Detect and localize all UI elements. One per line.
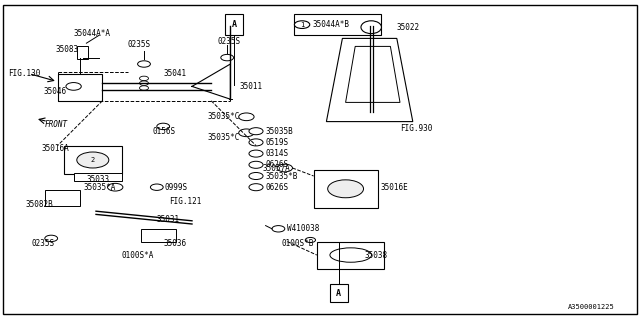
Text: 0999S: 0999S (164, 183, 188, 192)
Text: 0314S: 0314S (266, 149, 289, 158)
Bar (317, 242, 384, 269)
Text: A3500001225: A3500001225 (568, 304, 614, 310)
Text: 35035*C: 35035*C (208, 133, 241, 142)
Text: A: A (232, 20, 237, 29)
Circle shape (277, 164, 292, 172)
Circle shape (249, 139, 263, 146)
Text: 35044A*B: 35044A*B (312, 20, 349, 29)
Text: 35038: 35038 (365, 252, 388, 260)
Ellipse shape (330, 248, 372, 262)
Bar (314, 170, 378, 208)
Circle shape (221, 54, 234, 61)
Circle shape (249, 150, 263, 157)
Circle shape (77, 152, 109, 168)
Text: 35046: 35046 (44, 87, 67, 96)
Text: 35036: 35036 (163, 239, 186, 248)
Text: 35011: 35011 (240, 82, 263, 91)
Text: 0100S*B: 0100S*B (282, 239, 314, 248)
Text: 35022: 35022 (397, 23, 420, 32)
Text: A: A (336, 289, 341, 298)
Text: FIG.130: FIG.130 (8, 69, 40, 78)
Bar (45, 190, 80, 206)
Circle shape (305, 237, 316, 243)
Text: FIG.121: FIG.121 (170, 197, 202, 206)
Bar (330, 284, 348, 302)
Text: 35035B: 35035B (266, 127, 293, 136)
Circle shape (140, 86, 148, 90)
Text: 35082B: 35082B (26, 200, 53, 209)
Text: 35031: 35031 (157, 215, 180, 224)
Circle shape (140, 81, 148, 85)
Bar (64, 146, 122, 174)
Circle shape (249, 184, 263, 191)
Circle shape (108, 183, 123, 191)
Text: W410038: W410038 (287, 224, 319, 233)
Circle shape (249, 172, 263, 180)
Bar (58, 74, 102, 101)
Text: 0519S: 0519S (266, 138, 289, 147)
Text: 35035*A: 35035*A (83, 183, 116, 192)
Circle shape (239, 113, 254, 121)
Text: 0235S: 0235S (128, 40, 151, 49)
Text: 0235S: 0235S (218, 37, 241, 46)
Circle shape (239, 129, 254, 137)
Text: 35035*C: 35035*C (208, 112, 241, 121)
Circle shape (272, 226, 285, 232)
Text: 35044A*A: 35044A*A (74, 29, 111, 38)
Text: 35016E: 35016E (381, 183, 408, 192)
Text: 35035*B: 35035*B (266, 172, 298, 180)
Text: 2: 2 (91, 157, 95, 163)
Text: FIG.930: FIG.930 (400, 124, 433, 132)
Text: 0626S: 0626S (266, 183, 289, 192)
Text: 35041: 35041 (163, 69, 186, 78)
Circle shape (138, 61, 150, 67)
Bar (141, 229, 176, 242)
Text: 35016A: 35016A (42, 144, 69, 153)
Bar (225, 14, 243, 35)
Text: 35057A: 35057A (262, 164, 290, 172)
Text: 1: 1 (300, 22, 304, 28)
Polygon shape (346, 46, 400, 102)
Text: 35083: 35083 (56, 45, 79, 54)
Circle shape (294, 21, 310, 28)
Circle shape (66, 83, 81, 90)
Text: FRONT: FRONT (45, 120, 68, 129)
Circle shape (249, 128, 263, 135)
Circle shape (140, 76, 148, 81)
Bar (294, 14, 381, 35)
Text: 0100S*A: 0100S*A (122, 252, 154, 260)
Circle shape (328, 180, 364, 198)
Polygon shape (326, 38, 413, 122)
Circle shape (150, 184, 163, 190)
Bar (74, 173, 122, 181)
Text: 0626S: 0626S (266, 160, 289, 169)
Circle shape (157, 123, 170, 130)
Circle shape (249, 161, 263, 168)
Text: 0156S: 0156S (152, 127, 175, 136)
Text: 0235S: 0235S (32, 239, 55, 248)
Ellipse shape (361, 21, 381, 34)
Bar (77, 46, 88, 59)
Text: 35033: 35033 (86, 175, 109, 184)
Circle shape (45, 235, 58, 242)
